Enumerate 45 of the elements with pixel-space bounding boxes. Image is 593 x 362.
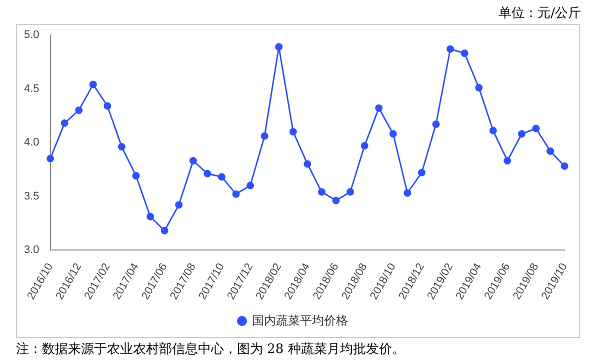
- point: [46, 154, 54, 162]
- point: [204, 170, 212, 178]
- point: [132, 172, 140, 180]
- point: [518, 130, 526, 138]
- y-tick-label: 4.0: [24, 136, 40, 149]
- point: [404, 189, 412, 197]
- point: [75, 106, 83, 114]
- point: [532, 124, 540, 132]
- y-tick-label: 3.5: [24, 190, 40, 202]
- point: [389, 130, 397, 138]
- y-tick-label: 3.0: [24, 244, 40, 256]
- point: [418, 168, 426, 176]
- point: [560, 162, 568, 170]
- point: [432, 120, 440, 128]
- y-tick-label: 5.0: [24, 29, 40, 42]
- point: [275, 43, 283, 51]
- point: [104, 102, 112, 110]
- point: [318, 188, 326, 196]
- point: [346, 188, 354, 196]
- point: [446, 45, 454, 53]
- point: [60, 119, 68, 127]
- point: [360, 142, 368, 150]
- y-tick-label: 4.5: [24, 82, 40, 95]
- point: [189, 157, 197, 165]
- point: [304, 160, 312, 168]
- point: [475, 84, 483, 92]
- point: [260, 132, 268, 140]
- point: [218, 173, 226, 181]
- point: [489, 126, 497, 134]
- point: [332, 196, 340, 204]
- point: [375, 104, 383, 112]
- point: [89, 80, 97, 88]
- point: [289, 128, 297, 136]
- point: [232, 190, 240, 198]
- point: [504, 157, 512, 165]
- point: [146, 212, 154, 220]
- point: [118, 143, 126, 151]
- text: 单位：元/公斤: [498, 5, 581, 22]
- point: [175, 201, 183, 209]
- point: [246, 182, 254, 190]
- point: [460, 50, 468, 58]
- point: [546, 147, 554, 155]
- text: 注：数据来源于农业农村部信息中心，图为 28 种蔬菜月均批发价。: [16, 341, 405, 358]
- legend-label: 国内蔬菜平均价格: [252, 313, 348, 328]
- point: [160, 226, 168, 234]
